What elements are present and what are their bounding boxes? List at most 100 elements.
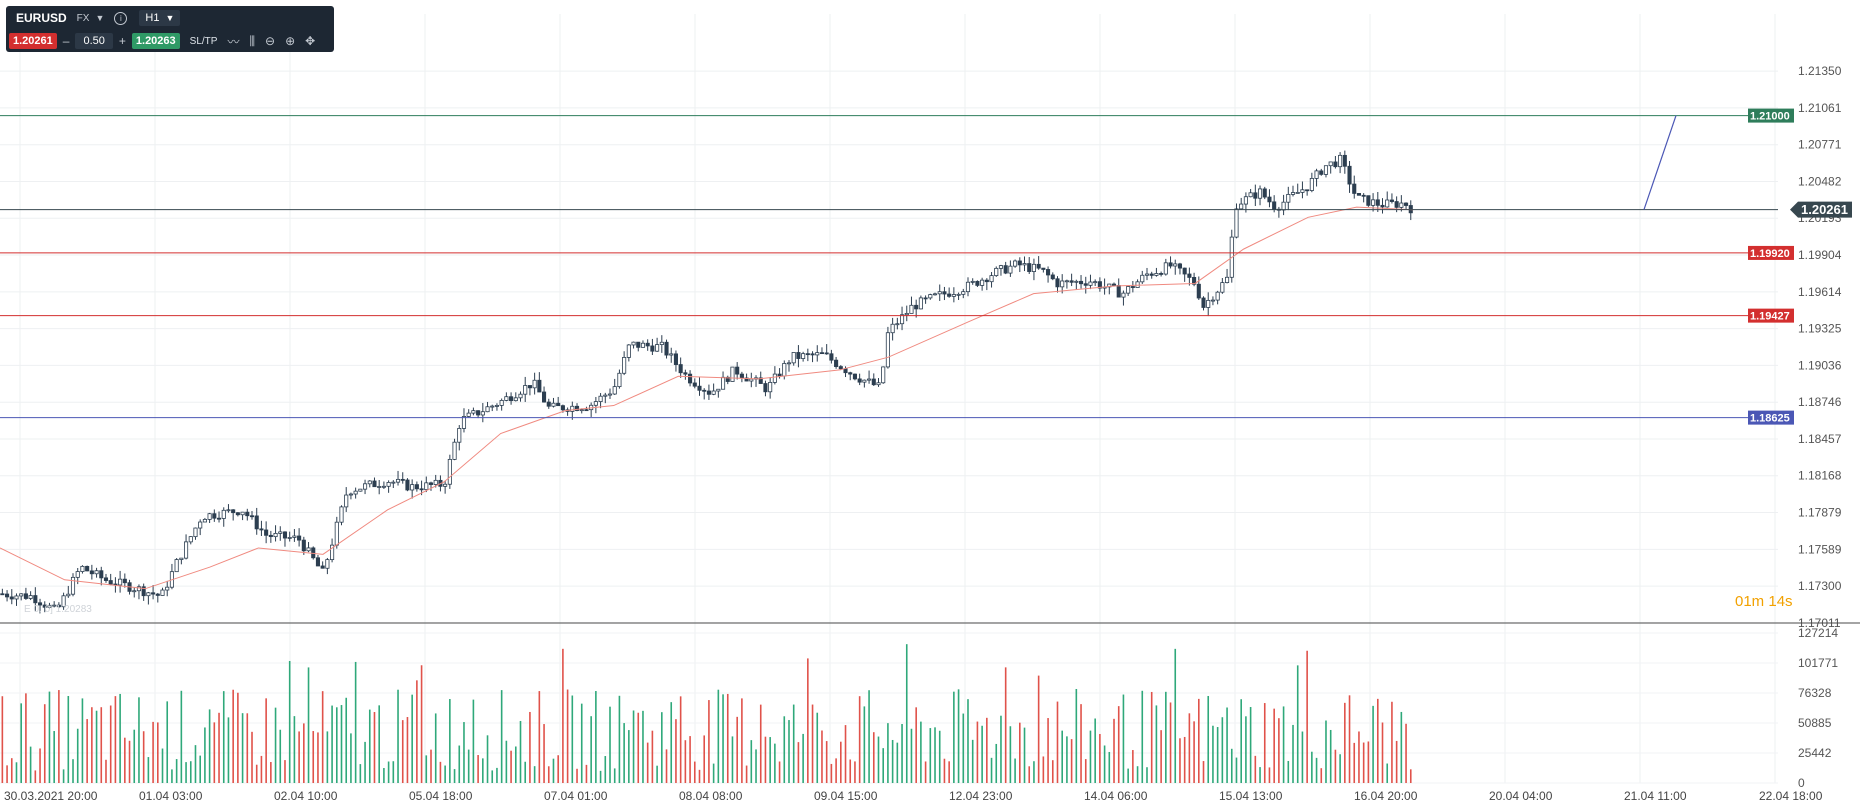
volume-bar (840, 741, 842, 783)
volume-bar (34, 770, 37, 783)
candle-body (1159, 273, 1164, 275)
candle-body (970, 280, 975, 283)
volume-bar (397, 689, 399, 783)
time-tick-label: 01.04 03:00 (139, 789, 203, 803)
candle-body (862, 379, 867, 383)
volume-bar (792, 704, 795, 783)
volume-bar (679, 696, 682, 783)
candle-body (570, 405, 575, 412)
volume-bar (726, 693, 729, 783)
volume-bar (29, 746, 32, 783)
candle-body (965, 281, 971, 293)
candle-body (184, 541, 189, 559)
time-tick-label: 20.04 04:00 (1489, 789, 1553, 803)
candle-body (1248, 192, 1253, 198)
volume-bar (863, 706, 866, 783)
volume-bar (1395, 740, 1398, 783)
volume-bar (486, 735, 489, 783)
candle-body (179, 557, 184, 560)
volume-bar (500, 690, 503, 783)
line-chart-icon[interactable]: 〰 (227, 34, 240, 49)
candle-body (499, 400, 504, 406)
candle-body (1267, 196, 1272, 203)
volume-bar (156, 722, 159, 783)
volume-bar (119, 693, 121, 783)
volume-bar (1405, 723, 1407, 783)
candle-body (66, 593, 71, 597)
indicators-icon[interactable]: ⫼ (249, 33, 255, 48)
timeframe-selector[interactable]: H1 ▼ (139, 10, 181, 26)
candle-body (9, 596, 14, 600)
candle-body (414, 484, 419, 490)
candle-body (1192, 277, 1197, 285)
projection-line (1643, 115, 1677, 210)
candle-body (476, 410, 481, 416)
sltp-button[interactable]: SL/TP (189, 35, 218, 47)
candle-body (151, 592, 156, 595)
volume-bar (1381, 722, 1384, 783)
candle-body (617, 372, 622, 388)
volume-bar (957, 689, 960, 783)
increase-quantity-button[interactable]: + (118, 34, 126, 48)
volume-bar (152, 721, 154, 783)
volume-bar (335, 707, 338, 783)
volume-bar (854, 761, 856, 783)
info-icon[interactable]: i (114, 11, 128, 25)
candle-body (358, 488, 363, 492)
candle-body (1399, 202, 1404, 208)
candle-body (664, 341, 669, 356)
crosshair-icon[interactable]: ✥ (305, 34, 316, 48)
volume-bar (482, 758, 484, 783)
volume-bar (1391, 701, 1393, 783)
volume-bar (1127, 768, 1129, 783)
zoom-in-icon[interactable]: ⊕ (285, 34, 296, 48)
candle-body (951, 294, 956, 297)
candle-body (306, 547, 311, 552)
volume-bar (124, 737, 126, 783)
candle-body (871, 378, 876, 386)
symbol-name[interactable]: EURUSD (16, 11, 67, 25)
volume-bar (1155, 705, 1158, 783)
volume-bar (665, 749, 668, 783)
candle-body (1177, 263, 1183, 269)
candle-body (961, 291, 966, 295)
candle-body (1286, 193, 1291, 203)
decrease-quantity-button[interactable]: – (62, 34, 70, 48)
volume-tick-label: 50885 (1798, 716, 1832, 730)
candle-body (749, 378, 754, 382)
volume-bar (1141, 690, 1144, 783)
candle-body (909, 304, 914, 314)
candle-body (1069, 280, 1074, 283)
volume-bar (86, 719, 88, 783)
candle-body (1154, 273, 1159, 276)
volume-bar (284, 760, 286, 783)
volume-bar (976, 721, 979, 783)
price-tick-label: 1.18746 (1798, 395, 1842, 409)
volume-bar (1301, 731, 1304, 783)
volume-bar (241, 713, 244, 783)
sell-price-button[interactable]: 1.20261 (9, 33, 57, 49)
candle-body (739, 373, 744, 379)
volume-bar (1386, 763, 1389, 783)
volume-bar (1325, 720, 1327, 783)
candle-body (504, 396, 509, 401)
candle-body (141, 586, 146, 597)
candle-body (494, 405, 499, 407)
candle-body (532, 379, 537, 389)
volume-bar (1150, 691, 1153, 783)
volume-bar (948, 761, 950, 783)
volume-bar (1037, 675, 1040, 783)
zoom-out-icon[interactable]: ⊖ (265, 34, 276, 48)
candle-body (1187, 273, 1192, 278)
quantity-field[interactable]: 0.50 (75, 33, 113, 49)
chevron-down-icon[interactable]: ▼ (95, 13, 105, 23)
candle-body (52, 604, 57, 607)
volume-bar (81, 698, 84, 783)
volume-bar (1409, 769, 1412, 783)
volume-bar (543, 724, 545, 783)
candle-body (1064, 280, 1069, 283)
buy-price-button[interactable]: 1.20263 (131, 33, 180, 49)
candle-body (513, 397, 518, 402)
candle-body (216, 517, 222, 520)
